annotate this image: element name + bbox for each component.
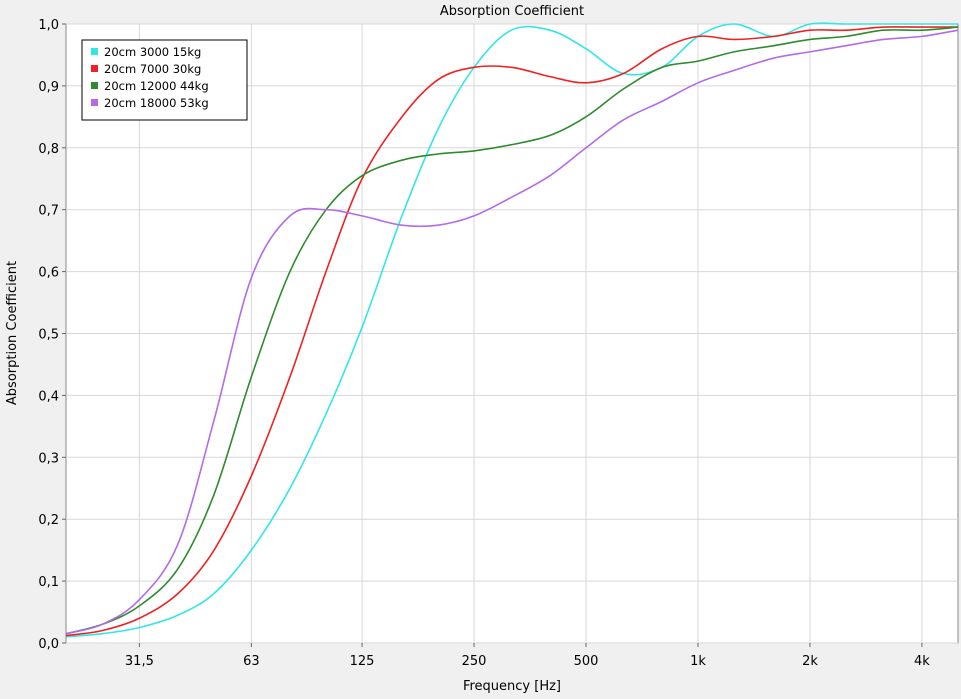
series-line (65, 26, 959, 635)
y-axis-label: Absorption Coefficient (5, 261, 20, 405)
x-tick-label: 4k (914, 654, 930, 669)
y-tick-label: 0,5 (38, 328, 59, 343)
series-line (65, 22, 958, 638)
legend-swatch (91, 99, 98, 106)
legend-swatch (91, 48, 98, 55)
x-tick-label: 250 (462, 654, 487, 669)
legend-label: 20cm 3000 15kg (104, 45, 201, 59)
x-tick-label: 1k (690, 654, 706, 669)
x-tick-label: 31,5 (125, 654, 154, 669)
legend-label: 20cm 7000 30kg (104, 62, 201, 76)
x-tick-label: 2k (802, 654, 818, 669)
series-line (65, 26, 958, 637)
y-tick-label: 0,8 (38, 142, 59, 157)
y-tick-label: 0,3 (38, 451, 59, 466)
y-tick-label: 1,0 (38, 18, 59, 33)
x-tick-label: 500 (574, 654, 599, 669)
legend-box (81, 39, 248, 121)
x-tick-label: 63 (243, 654, 260, 669)
y-tick-label: 0,2 (38, 513, 59, 528)
legend-label: 20cm 18000 53kg (104, 96, 209, 110)
y-tick-label: 0,0 (38, 637, 59, 652)
y-tick-label: 0,6 (38, 266, 59, 281)
legend-swatch (91, 82, 98, 89)
x-axis-label: Frequency [Hz] (463, 679, 561, 694)
series-line (65, 29, 959, 635)
y-tick-label: 0,4 (38, 389, 59, 404)
legend-label: 20cm 12000 44kg (104, 79, 209, 93)
legend-swatch (91, 65, 98, 72)
chart-title: Absorption Coefficient (440, 4, 584, 19)
y-tick-label: 0,9 (38, 80, 59, 95)
y-tick-label: 0,1 (38, 575, 59, 590)
x-tick-label: 125 (350, 654, 375, 669)
y-tick-label: 0,7 (38, 204, 59, 219)
